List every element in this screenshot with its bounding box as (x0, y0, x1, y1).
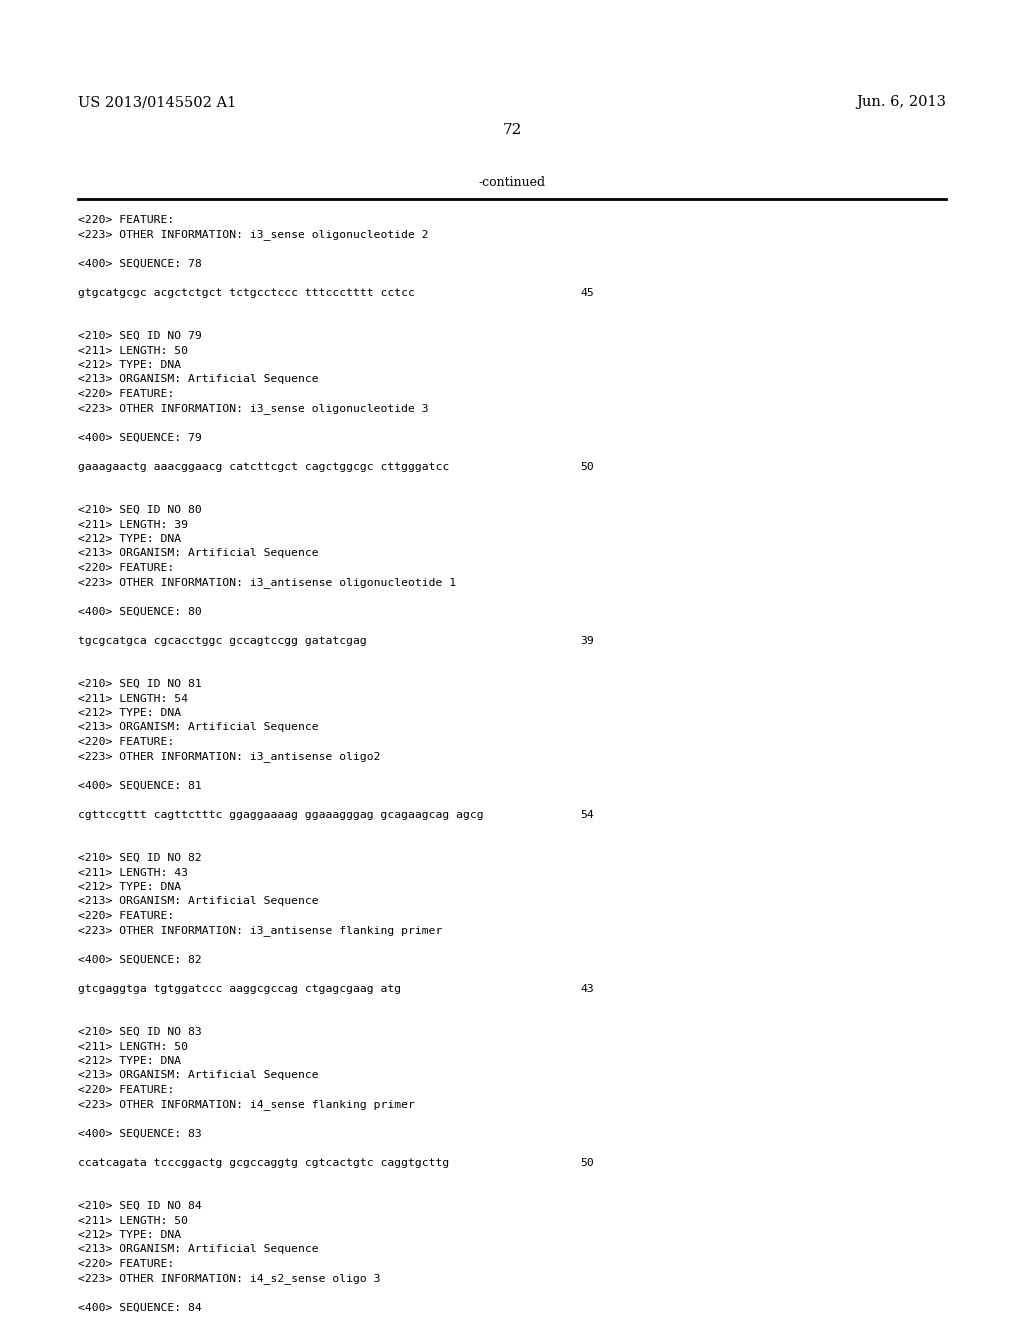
Text: <213> ORGANISM: Artificial Sequence: <213> ORGANISM: Artificial Sequence (78, 896, 318, 907)
Text: <210> SEQ ID NO 83: <210> SEQ ID NO 83 (78, 1027, 202, 1038)
Text: <210> SEQ ID NO 84: <210> SEQ ID NO 84 (78, 1201, 202, 1210)
Text: <213> ORGANISM: Artificial Sequence: <213> ORGANISM: Artificial Sequence (78, 375, 318, 384)
Text: <223> OTHER INFORMATION: i3_sense oligonucleotide 2: <223> OTHER INFORMATION: i3_sense oligon… (78, 230, 429, 240)
Text: <213> ORGANISM: Artificial Sequence: <213> ORGANISM: Artificial Sequence (78, 549, 318, 558)
Text: <400> SEQUENCE: 81: <400> SEQUENCE: 81 (78, 780, 202, 791)
Text: <400> SEQUENCE: 84: <400> SEQUENCE: 84 (78, 1303, 202, 1312)
Text: <220> FEATURE:: <220> FEATURE: (78, 1259, 174, 1269)
Text: <212> TYPE: DNA: <212> TYPE: DNA (78, 1230, 181, 1239)
Text: <210> SEQ ID NO 80: <210> SEQ ID NO 80 (78, 506, 202, 515)
Text: <212> TYPE: DNA: <212> TYPE: DNA (78, 882, 181, 892)
Text: <211> LENGTH: 39: <211> LENGTH: 39 (78, 520, 188, 529)
Text: <212> TYPE: DNA: <212> TYPE: DNA (78, 535, 181, 544)
Text: <220> FEATURE:: <220> FEATURE: (78, 1085, 174, 1096)
Text: 50: 50 (580, 462, 594, 471)
Text: <400> SEQUENCE: 78: <400> SEQUENCE: 78 (78, 259, 202, 268)
Text: ccatcagata tcccggactg gcgccaggtg cgtcactgtc caggtgcttg: ccatcagata tcccggactg gcgccaggtg cgtcact… (78, 1158, 450, 1167)
Text: <211> LENGTH: 50: <211> LENGTH: 50 (78, 1216, 188, 1225)
Text: 43: 43 (580, 983, 594, 994)
Text: tgcgcatgca cgcacctggc gccagtccgg gatatcgag: tgcgcatgca cgcacctggc gccagtccgg gatatcg… (78, 635, 367, 645)
Text: <223> OTHER INFORMATION: i4_sense flanking primer: <223> OTHER INFORMATION: i4_sense flanki… (78, 1100, 415, 1110)
Text: US 2013/0145502 A1: US 2013/0145502 A1 (78, 95, 237, 110)
Text: <220> FEATURE:: <220> FEATURE: (78, 564, 174, 573)
Text: <400> SEQUENCE: 83: <400> SEQUENCE: 83 (78, 1129, 202, 1138)
Text: gtgcatgcgc acgctctgct tctgcctccc tttccctttt cctcc: gtgcatgcgc acgctctgct tctgcctccc tttccct… (78, 288, 415, 297)
Text: Jun. 6, 2013: Jun. 6, 2013 (856, 95, 946, 110)
Text: <220> FEATURE:: <220> FEATURE: (78, 737, 174, 747)
Text: 72: 72 (503, 123, 521, 137)
Text: <211> LENGTH: 50: <211> LENGTH: 50 (78, 1041, 188, 1052)
Text: -continued: -continued (478, 176, 546, 189)
Text: <223> OTHER INFORMATION: i3_sense oligonucleotide 3: <223> OTHER INFORMATION: i3_sense oligon… (78, 404, 429, 414)
Text: 45: 45 (580, 288, 594, 297)
Text: <211> LENGTH: 50: <211> LENGTH: 50 (78, 346, 188, 355)
Text: <211> LENGTH: 43: <211> LENGTH: 43 (78, 867, 188, 878)
Text: <223> OTHER INFORMATION: i3_antisense flanking primer: <223> OTHER INFORMATION: i3_antisense fl… (78, 925, 442, 936)
Text: <210> SEQ ID NO 81: <210> SEQ ID NO 81 (78, 678, 202, 689)
Text: <400> SEQUENCE: 79: <400> SEQUENCE: 79 (78, 433, 202, 442)
Text: <223> OTHER INFORMATION: i3_antisense oligonucleotide 1: <223> OTHER INFORMATION: i3_antisense ol… (78, 578, 456, 589)
Text: <400> SEQUENCE: 82: <400> SEQUENCE: 82 (78, 954, 202, 965)
Text: <223> OTHER INFORMATION: i3_antisense oligo2: <223> OTHER INFORMATION: i3_antisense ol… (78, 751, 381, 763)
Text: 54: 54 (580, 809, 594, 820)
Text: <210> SEQ ID NO 82: <210> SEQ ID NO 82 (78, 853, 202, 863)
Text: <213> ORGANISM: Artificial Sequence: <213> ORGANISM: Artificial Sequence (78, 1071, 318, 1081)
Text: 50: 50 (580, 1158, 594, 1167)
Text: <220> FEATURE:: <220> FEATURE: (78, 389, 174, 399)
Text: <212> TYPE: DNA: <212> TYPE: DNA (78, 1056, 181, 1067)
Text: gtcgaggtga tgtggatccc aaggcgccag ctgagcgaag atg: gtcgaggtga tgtggatccc aaggcgccag ctgagcg… (78, 983, 401, 994)
Text: <212> TYPE: DNA: <212> TYPE: DNA (78, 708, 181, 718)
Text: <400> SEQUENCE: 80: <400> SEQUENCE: 80 (78, 606, 202, 616)
Text: 39: 39 (580, 635, 594, 645)
Text: <220> FEATURE:: <220> FEATURE: (78, 911, 174, 921)
Text: <213> ORGANISM: Artificial Sequence: <213> ORGANISM: Artificial Sequence (78, 1245, 318, 1254)
Text: cgttccgttt cagttctttc ggaggaaaag ggaaagggag gcagaagcag agcg: cgttccgttt cagttctttc ggaggaaaag ggaaagg… (78, 809, 483, 820)
Text: <223> OTHER INFORMATION: i4_s2_sense oligo 3: <223> OTHER INFORMATION: i4_s2_sense oli… (78, 1274, 381, 1284)
Text: gaaagaactg aaacggaacg catcttcgct cagctggcgc cttgggatcc: gaaagaactg aaacggaacg catcttcgct cagctgg… (78, 462, 450, 471)
Text: <210> SEQ ID NO 79: <210> SEQ ID NO 79 (78, 331, 202, 341)
Text: <213> ORGANISM: Artificial Sequence: <213> ORGANISM: Artificial Sequence (78, 722, 318, 733)
Text: <211> LENGTH: 54: <211> LENGTH: 54 (78, 693, 188, 704)
Text: <212> TYPE: DNA: <212> TYPE: DNA (78, 360, 181, 370)
Text: <220> FEATURE:: <220> FEATURE: (78, 215, 174, 224)
